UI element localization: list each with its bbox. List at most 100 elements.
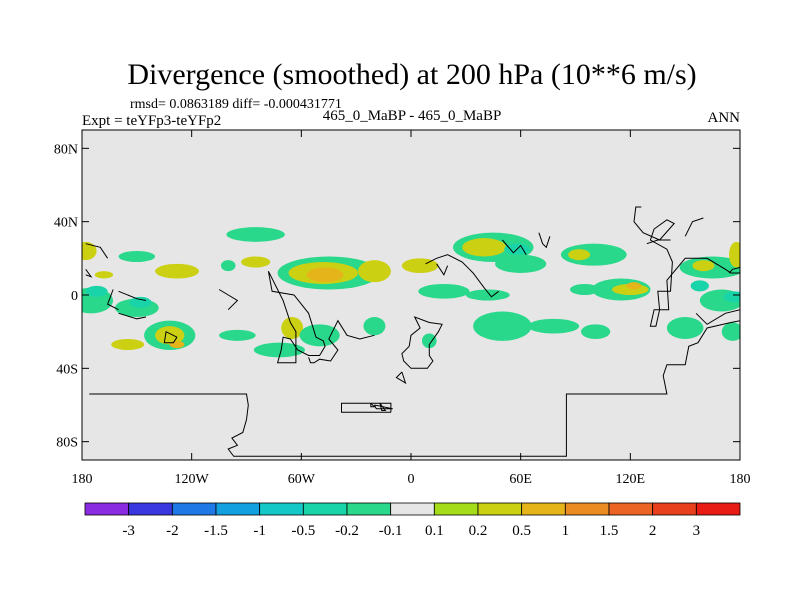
anomaly-region-35 (465, 289, 510, 301)
coastline-12 (395, 371, 407, 385)
divergence-field (82, 227, 740, 358)
x-tick-label-0: 180 (72, 472, 93, 487)
colorbar-bin-10 (521, 502, 566, 516)
y-axis-ticks (82, 147, 740, 443)
colorbar-label-2: -1.5 (204, 523, 228, 539)
colorbar-bin-0 (84, 502, 130, 516)
coastline-3 (633, 206, 740, 327)
coastline-7 (118, 290, 147, 301)
anomaly-region-15 (560, 243, 627, 266)
coastline-20 (538, 232, 551, 249)
coastline-0 (267, 270, 326, 364)
coastline-19 (502, 239, 527, 255)
anomaly-region-38 (580, 324, 611, 339)
coastline-5 (85, 269, 93, 278)
period-label: 465_0_MaBP - 465_0_MaBP (323, 108, 502, 124)
colorbar-bin-1 (128, 502, 173, 516)
colorbar-bin-9 (477, 502, 523, 516)
coastline-18 (436, 263, 449, 276)
anomaly-region-27 (111, 339, 145, 350)
coastline-21 (646, 239, 671, 245)
anomaly-region-26 (169, 340, 185, 349)
x-tick-label-4: 60E (509, 472, 532, 487)
colorbar-label-3: -1 (253, 523, 266, 539)
coastline-9 (163, 330, 178, 344)
coastline-10 (308, 319, 375, 364)
coastline-2 (695, 309, 740, 325)
anomaly-region-12 (462, 238, 507, 257)
anomaly-region-23 (129, 296, 152, 308)
colorbar-bin-2 (171, 502, 217, 516)
colorbar-bin-4 (259, 502, 304, 516)
colorbar-bin-7 (390, 502, 435, 516)
colorbar-label-7: 0.1 (425, 523, 444, 539)
colorbar-label-0: -3 (122, 523, 135, 539)
colorbar-label-9: 0.5 (512, 523, 531, 539)
anomaly-region-43 (666, 317, 704, 339)
y-tick-label-4: 80S (56, 436, 78, 451)
x-axis-tick-labels: 180 120W 60W 0 60E 120E 180 (72, 472, 751, 487)
coastline-15 (379, 402, 387, 411)
coastline-16 (341, 402, 392, 413)
anomaly-region-28 (219, 329, 256, 341)
anomaly-region-29 (253, 342, 305, 358)
colorbar-bin-6 (346, 502, 392, 516)
anomaly-region-42 (626, 282, 642, 290)
colorbar-bin-14 (695, 502, 741, 516)
anomaly-region-3 (155, 263, 199, 279)
colorbar-label-6: -0.1 (379, 523, 403, 539)
colorbar-bin-12 (608, 502, 654, 516)
anomaly-region-9 (357, 260, 391, 283)
anomaly-region-48 (690, 280, 709, 292)
colorbar-label-5: -0.2 (335, 523, 359, 539)
anomaly-region-4 (226, 227, 285, 242)
anomaly-region-46 (721, 322, 740, 341)
x-tick-label-6: 180 (730, 472, 751, 487)
anomaly-region-14 (495, 254, 547, 273)
anomaly-region-32 (299, 324, 340, 347)
colorbar (84, 502, 741, 516)
coastline-4 (728, 267, 740, 274)
y-tick-label-1: 40N (54, 216, 78, 231)
anomaly-region-37 (527, 318, 580, 334)
anomaly-region-31 (363, 317, 386, 336)
coastline-22 (684, 217, 704, 237)
colorbar-label-12: 2 (649, 523, 657, 539)
anomaly-region-8 (306, 267, 344, 283)
colorbar-label-1: -2 (166, 523, 179, 539)
anomaly-region-36 (473, 311, 532, 341)
anomaly-region-2 (94, 271, 114, 279)
y-tick-label-2: 0 (71, 289, 78, 304)
anomaly-region-45 (723, 291, 740, 303)
y-tick-label-3: 40S (56, 362, 78, 377)
anomaly-region-21 (85, 285, 108, 297)
anomaly-region-0 (82, 241, 97, 261)
season-label: ANN (708, 110, 741, 126)
colorbar-labels: -3 -2 -1.5 -1 -0.5 -0.2 -0.1 0.1 0.2 0.5 1 1.5 2 3 (122, 523, 700, 539)
anomaly-region-18 (692, 260, 715, 272)
coastline-8 (118, 312, 147, 320)
y-axis-tick-labels: 80N 40N 0 40S 80S (54, 142, 78, 450)
x-tick-label-2: 60W (288, 472, 316, 487)
colorbar-label-11: 1.5 (600, 523, 619, 539)
colorbar-label-13: 3 (693, 523, 701, 539)
experiment-label: Expt = teYFp3-teYFp2 (82, 113, 221, 129)
x-tick-label-5: 120E (616, 472, 646, 487)
coastline-layer (85, 206, 740, 457)
y-tick-label-0: 80N (54, 142, 78, 157)
colorbar-bin-13 (652, 502, 697, 516)
x-tick-label-3: 0 (408, 472, 415, 487)
x-axis-ticks (81, 130, 741, 460)
colorbar-bin-3 (215, 502, 261, 516)
anomaly-region-47 (220, 260, 236, 272)
colorbar-bin-5 (302, 502, 348, 516)
coastline-11 (401, 316, 443, 369)
coastline-6 (85, 243, 109, 259)
x-tick-label-1: 120W (175, 472, 210, 487)
anomaly-region-16 (568, 249, 591, 261)
chart-title: Divergence (smoothed) at 200 hPa (10**6 … (127, 58, 696, 91)
anomaly-region-30 (281, 317, 304, 339)
anomaly-region-34 (418, 284, 470, 299)
anomaly-region-19 (729, 241, 740, 268)
